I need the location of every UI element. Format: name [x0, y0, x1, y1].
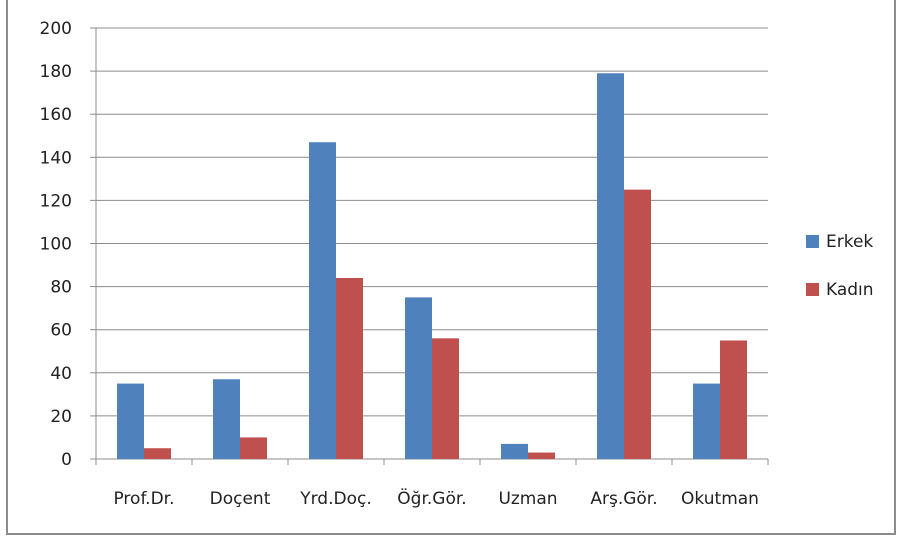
legend: Erkek Kadın	[806, 232, 874, 300]
bar-erkek-5	[597, 73, 624, 459]
y-tick-label-100: 100	[40, 235, 72, 255]
bar-kadın-0	[144, 448, 171, 459]
y-tick-label-140: 140	[40, 148, 72, 168]
legend-label-erkek: Erkek	[826, 232, 873, 252]
bar-kadın-1	[240, 437, 267, 459]
y-tick-label-20: 20	[50, 407, 72, 427]
bar-kadın-2	[336, 277, 363, 459]
y-tick-label-80: 80	[50, 278, 72, 298]
x-category-labels: Prof.Dr. Doçent Yrd.Doç. Öğr.Gör. Uzman Arş.G…	[113, 487, 758, 509]
bars	[117, 73, 747, 459]
legend-swatch-kadın	[806, 283, 819, 296]
bar-kadın-3	[432, 338, 459, 459]
y-tick-label-180: 180	[40, 62, 72, 82]
bar-erkek-0	[117, 383, 144, 459]
bar-erkek-1	[213, 379, 240, 459]
legend-label-kadın: Kadın	[826, 280, 874, 300]
bar-erkek-3	[405, 297, 432, 459]
y-tick-label-0: 0	[61, 450, 72, 470]
y-tick-labels: 0 20 40 60 80 100 120 140 160 180 200	[40, 19, 72, 470]
x-category-label-1: Doçent	[210, 489, 271, 509]
x-category-label-2: Yrd.Doç.	[299, 489, 372, 509]
bar-erkek-6	[693, 383, 720, 459]
y-tick-label-160: 160	[40, 105, 72, 125]
y-tick-label-200: 200	[40, 19, 72, 39]
x-category-label-0: Prof.Dr.	[113, 489, 174, 509]
bar-erkek-2	[309, 142, 336, 459]
bar-kadın-6	[720, 340, 747, 459]
x-category-label-4: Uzman	[498, 489, 557, 509]
legend-swatch-erkek	[806, 235, 819, 248]
bar-kadın-5	[624, 189, 651, 459]
y-tick-label-120: 120	[40, 191, 72, 211]
x-category-label-5: Arş.Gör.	[590, 489, 657, 509]
y-tick-label-60: 60	[50, 321, 72, 341]
x-category-label-3: Öğr.Gör.	[397, 487, 466, 509]
bar-erkek-4	[501, 443, 528, 459]
x-category-label-6: Okutman	[681, 489, 759, 509]
bar-kadın-4	[528, 452, 555, 459]
y-tick-label-40: 40	[50, 364, 72, 384]
